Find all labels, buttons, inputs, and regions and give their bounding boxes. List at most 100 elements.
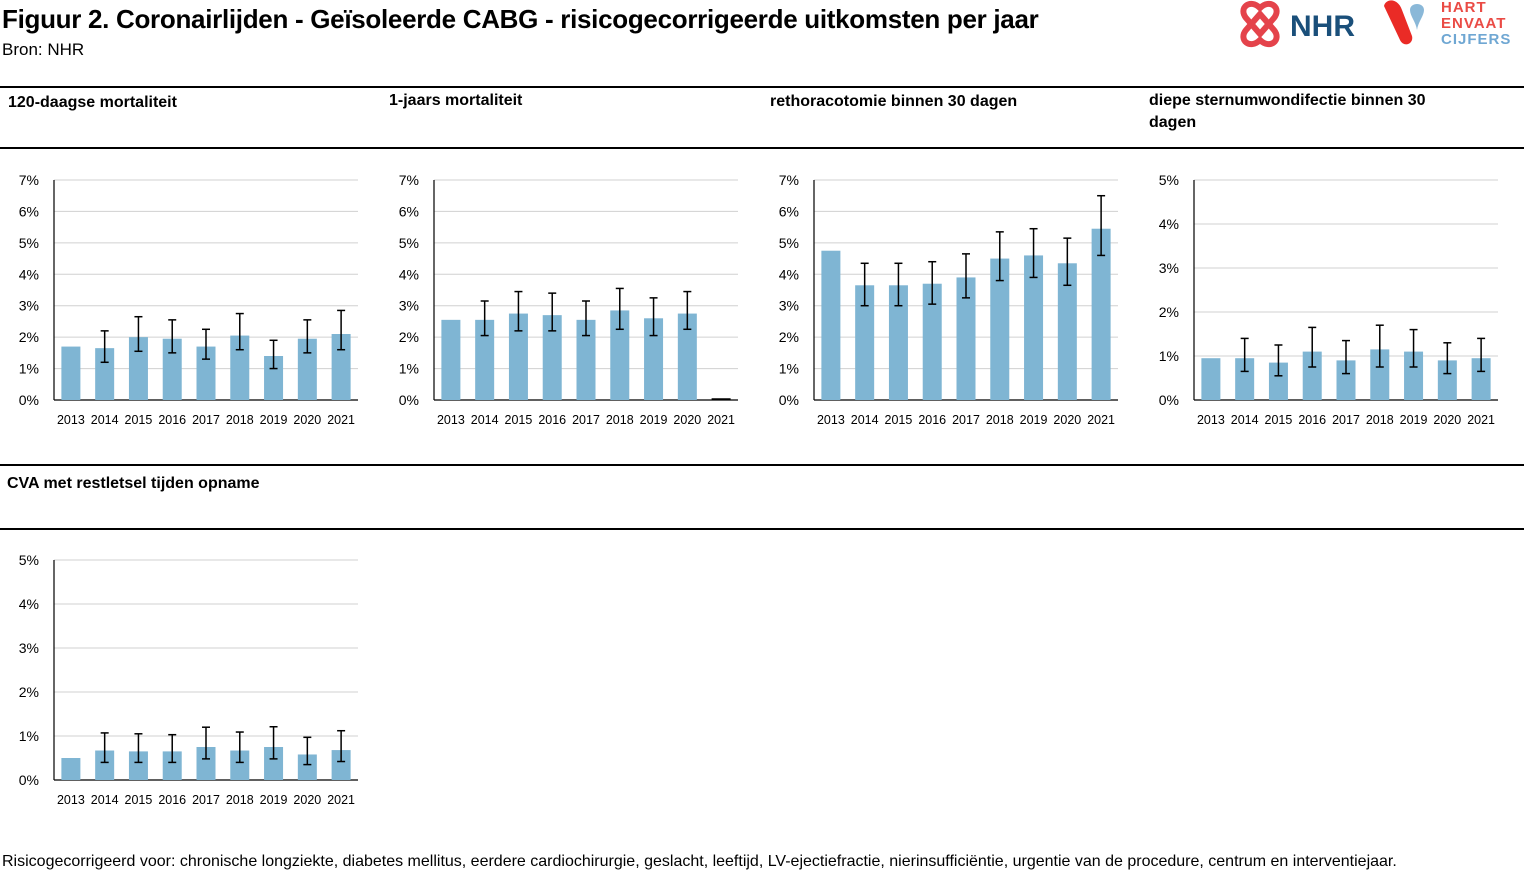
x-tick-label: 2014 xyxy=(471,413,499,427)
y-tick-label: 1% xyxy=(19,728,39,744)
x-tick-label: 2014 xyxy=(851,413,879,427)
y-tick-label: 0% xyxy=(19,392,39,408)
bar-2019 xyxy=(264,356,284,400)
bar-2013 xyxy=(61,346,81,400)
error-bar-2016 xyxy=(1308,326,1317,368)
panel-title-2: 1-jaars mortaliteit xyxy=(389,92,523,109)
y-tick-label: 2% xyxy=(779,329,799,345)
nhr-logo-text: NHR xyxy=(1290,10,1355,43)
x-tick-label: 2019 xyxy=(260,793,288,807)
x-tick-label: 2016 xyxy=(538,413,566,427)
error-bar-2019 xyxy=(269,339,278,370)
y-tick-label: 7% xyxy=(779,172,799,188)
bar-2019 xyxy=(264,747,284,780)
bar-2017 xyxy=(196,747,216,780)
error-bar-2019 xyxy=(1029,227,1038,279)
y-tick-label: 7% xyxy=(399,172,419,188)
x-tick-label: 2020 xyxy=(293,413,321,427)
bar-2020 xyxy=(677,313,697,400)
chart-120-daagse-mortaliteit: 0% 1% 2% 3% 4% 5% 6% 7% 2013 2014 2015 2016 2017 2018… xyxy=(19,172,358,427)
error-bar-2017 xyxy=(202,726,210,760)
y-tick-label: 5% xyxy=(1159,172,1179,188)
bar-2021 xyxy=(1091,228,1111,400)
bar-2021 xyxy=(1471,358,1491,400)
error-bar-2016 xyxy=(168,733,177,764)
error-bar-2015 xyxy=(134,315,143,353)
error-bar-2019 xyxy=(1409,328,1418,368)
bar-2013 xyxy=(1201,358,1221,400)
x-tick-label: 2016 xyxy=(918,413,946,427)
nhr-logo: NHR xyxy=(1240,0,1355,48)
error-bar-2017 xyxy=(582,300,590,337)
x-tick-label: 2018 xyxy=(1366,413,1394,427)
bar-2020 xyxy=(1057,263,1077,400)
bar-2019 xyxy=(1404,351,1424,400)
bar-2018 xyxy=(990,258,1010,400)
bar-2020 xyxy=(297,754,317,780)
x-tick-label: 2017 xyxy=(192,413,220,427)
error-bar-2015 xyxy=(514,290,523,332)
y-tick-label: 5% xyxy=(19,552,39,568)
bar-2016 xyxy=(542,315,562,400)
bar-2015 xyxy=(128,751,148,780)
y-tick-label: 5% xyxy=(779,235,799,251)
error-bar-2018 xyxy=(1375,324,1384,368)
panel-title-5: CVA met restletsel tijden opname xyxy=(7,475,260,492)
heart-drop-icon xyxy=(1384,0,1424,45)
chart-diepe-sternumwondinfectie: 0% 1% 2% 3% 4% 5% 2013 2014 2015 2016 2017 2018 2019… xyxy=(1159,172,1498,427)
bar-2019 xyxy=(1024,255,1044,400)
y-tick-label: 3% xyxy=(779,298,799,314)
error-bar-2016 xyxy=(168,319,177,354)
bar-2014 xyxy=(475,319,495,400)
chart-cva-met-restletsel: 0% 1% 2% 3% 4% 5% 2013 2014 2015 2016 2017 2018 2019… xyxy=(19,552,358,807)
y-tick-label: 0% xyxy=(399,392,419,408)
x-tick-label: 2016 xyxy=(1298,413,1326,427)
bar-2019 xyxy=(644,318,664,400)
bar-2021 xyxy=(331,334,351,400)
nhr-heart-icon xyxy=(1240,0,1280,48)
error-bar-2018 xyxy=(615,287,624,331)
error-bar-2015 xyxy=(894,262,903,307)
bar-2013 xyxy=(61,758,81,780)
x-tick-label: 2017 xyxy=(572,413,600,427)
y-tick-label: 1% xyxy=(19,361,39,377)
y-tick-label: 0% xyxy=(19,772,39,788)
divider-row1-bottom xyxy=(0,147,1524,149)
bar-2015 xyxy=(888,285,908,400)
error-bar-2021 xyxy=(1097,194,1106,257)
x-tick-label: 2019 xyxy=(260,413,288,427)
x-tick-label: 2013 xyxy=(437,413,465,427)
divider-row2-bottom xyxy=(0,528,1524,530)
error-bar-2017 xyxy=(962,253,970,299)
x-tick-label: 2018 xyxy=(226,413,254,427)
error-bar-2014 xyxy=(100,732,109,764)
y-tick-label: 2% xyxy=(1159,304,1179,320)
x-tick-label: 2016 xyxy=(158,793,186,807)
chart-rethoracotomie: 0% 1% 2% 3% 4% 5% 6% 7% 2013 2014 2015 2016 2017 2018… xyxy=(779,172,1118,427)
x-tick-label: 2021 xyxy=(1087,413,1115,427)
error-bar-2019 xyxy=(649,297,658,337)
y-tick-label: 4% xyxy=(399,266,419,282)
bar-2014 xyxy=(1235,358,1255,400)
error-bar-2016 xyxy=(548,292,557,332)
bar-2017 xyxy=(1336,360,1356,400)
error-bar-2017 xyxy=(202,328,210,360)
x-tick-label: 2021 xyxy=(707,413,735,427)
y-tick-label: 0% xyxy=(779,392,799,408)
hart-logo-line3: CIJFERS xyxy=(1441,31,1511,48)
error-bar-2016 xyxy=(928,260,937,305)
footnote: Risicogecorrigeerd voor: chronische long… xyxy=(2,853,1397,870)
bar-2016 xyxy=(162,751,182,780)
bar-2013 xyxy=(821,250,841,400)
panel-title-3: rethoracotomie binnen 30 dagen xyxy=(770,93,1018,110)
error-bar-2021 xyxy=(337,309,346,351)
y-tick-label: 2% xyxy=(19,329,39,345)
bar-2013 xyxy=(441,319,461,400)
x-tick-label: 2013 xyxy=(1197,413,1225,427)
bar-2014 xyxy=(95,348,115,400)
bar-2017 xyxy=(576,319,596,400)
x-tick-label: 2015 xyxy=(505,413,533,427)
y-tick-label: 5% xyxy=(19,235,39,251)
source-label: Bron: NHR xyxy=(2,40,85,59)
y-tick-label: 2% xyxy=(19,684,39,700)
